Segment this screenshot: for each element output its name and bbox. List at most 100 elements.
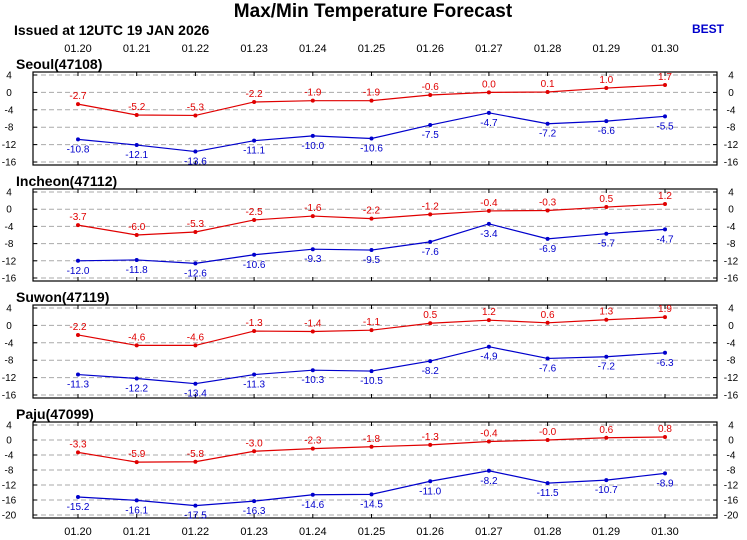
data-point-min — [663, 114, 667, 119]
data-label-min: -8.2 — [422, 366, 440, 377]
data-point-max — [663, 315, 667, 320]
data-label-min: -11.1 — [243, 146, 265, 157]
data-label-min: -10.0 — [301, 141, 324, 152]
data-label-max: -2.3 — [304, 436, 322, 447]
y-tick-left: -16 — [2, 496, 17, 507]
y-tick-right: -12 — [724, 256, 739, 267]
panel-frame — [32, 304, 718, 399]
y-tick-left: 0 — [6, 321, 12, 332]
y-tick-left: 4 — [6, 304, 12, 315]
data-point-max — [604, 317, 609, 322]
data-point-max — [252, 217, 257, 222]
data-label-min: -13.4 — [184, 389, 207, 400]
data-label-max: 0.5 — [423, 310, 437, 321]
data-label-max: -1.9 — [363, 88, 381, 99]
date-label-top: 01.26 — [416, 43, 444, 55]
y-tick-right: -12 — [724, 481, 739, 492]
station-title: Incheon(47112) — [16, 173, 117, 189]
y-tick-left: -8 — [5, 466, 14, 477]
y-tick-right: -8 — [727, 123, 736, 134]
data-point-min — [663, 227, 667, 232]
data-point-min — [663, 471, 667, 476]
data-point-max — [76, 450, 80, 455]
data-point-max — [134, 343, 139, 348]
data-label-max: 1.2 — [658, 191, 672, 202]
station-panels: 01.2001.2001.2101.2101.2201.2201.2301.23… — [2, 43, 739, 538]
data-point-min — [428, 359, 433, 364]
data-point-max — [193, 459, 198, 464]
data-label-min: -5.5 — [656, 121, 674, 132]
data-label-min: -6.9 — [539, 244, 557, 255]
data-label-min: -11.0 — [419, 486, 441, 497]
data-point-min — [486, 468, 491, 473]
y-tick-right: -4 — [727, 451, 736, 462]
data-label-min: -9.3 — [304, 254, 322, 265]
date-label-top: 01.21 — [123, 43, 151, 55]
date-label-top: 01.28 — [534, 43, 562, 55]
data-label-min: -11.5 — [537, 488, 559, 499]
data-label-max: 1.9 — [658, 304, 672, 315]
data-point-min — [252, 252, 257, 257]
data-point-max — [76, 102, 80, 107]
date-label-bottom: 01.24 — [299, 526, 327, 538]
y-tick-right: -16 — [724, 496, 739, 507]
data-label-max: 1.2 — [482, 307, 496, 318]
chart-title: Max/Min Temperature Forecast — [234, 1, 513, 22]
data-point-max — [486, 90, 491, 95]
data-label-max: 0.1 — [541, 79, 555, 90]
model-label: BEST — [692, 22, 725, 36]
data-label-max: -1.8 — [363, 434, 381, 445]
data-label-max: -0.4 — [480, 429, 498, 440]
station-title: Paju(47099) — [16, 406, 94, 422]
y-tick-right: -16 — [724, 274, 739, 285]
data-label-min: -11.3 — [67, 380, 89, 391]
panel-frame — [32, 421, 718, 519]
data-point-max — [310, 214, 315, 219]
data-label-max: 0.6 — [599, 425, 613, 436]
date-label-top: 01.20 — [64, 43, 92, 55]
y-tick-right: 4 — [728, 71, 734, 82]
data-label-min: -10.7 — [595, 485, 618, 496]
data-label-max: -4.6 — [128, 332, 146, 343]
data-point-min — [545, 481, 550, 486]
data-point-max — [663, 202, 667, 207]
y-tick-right: -8 — [727, 356, 736, 367]
data-label-min: -8.2 — [480, 476, 498, 487]
y-tick-right: -8 — [727, 239, 736, 250]
data-label-min: -11.8 — [126, 265, 148, 276]
data-label-max: -2.2 — [69, 322, 87, 333]
data-point-max — [310, 98, 315, 103]
y-tick-left: 0 — [6, 436, 12, 447]
data-label-max: 0.8 — [658, 424, 672, 435]
date-label-top: 01.24 — [299, 43, 327, 55]
data-point-min — [193, 503, 198, 508]
data-point-min — [428, 123, 433, 128]
y-tick-left: 0 — [6, 88, 12, 99]
data-label-max: 0.5 — [599, 194, 613, 205]
data-point-max — [369, 98, 374, 103]
data-label-min: -14.6 — [301, 500, 324, 511]
data-point-max — [134, 233, 139, 237]
data-point-min — [545, 356, 550, 361]
data-point-max — [193, 343, 198, 348]
data-point-max — [545, 438, 550, 442]
data-label-max: -1.3 — [245, 318, 263, 329]
data-label-max: -4.6 — [187, 332, 205, 343]
data-label-min: -13.6 — [184, 157, 207, 168]
data-point-max — [134, 113, 139, 118]
data-label-min: -4.9 — [480, 352, 498, 363]
y-tick-left: 4 — [6, 71, 12, 82]
data-point-max — [663, 83, 667, 88]
data-point-min — [545, 236, 550, 241]
data-point-min — [310, 492, 315, 497]
data-point-min — [310, 368, 315, 373]
date-label-top: 01.30 — [651, 43, 679, 55]
data-label-max: -1.9 — [304, 88, 322, 99]
panel-1: Incheon(47112) 4 4 0 0 -4 -4 -8 -8 -12 -12 -16 -16 -3… — [2, 173, 739, 285]
data-label-max: -0.4 — [480, 198, 498, 209]
data-label-max: -1.2 — [422, 201, 440, 212]
data-point-min — [545, 121, 550, 126]
y-tick-left: -12 — [2, 373, 17, 384]
station-title: Suwon(47119) — [16, 289, 109, 305]
